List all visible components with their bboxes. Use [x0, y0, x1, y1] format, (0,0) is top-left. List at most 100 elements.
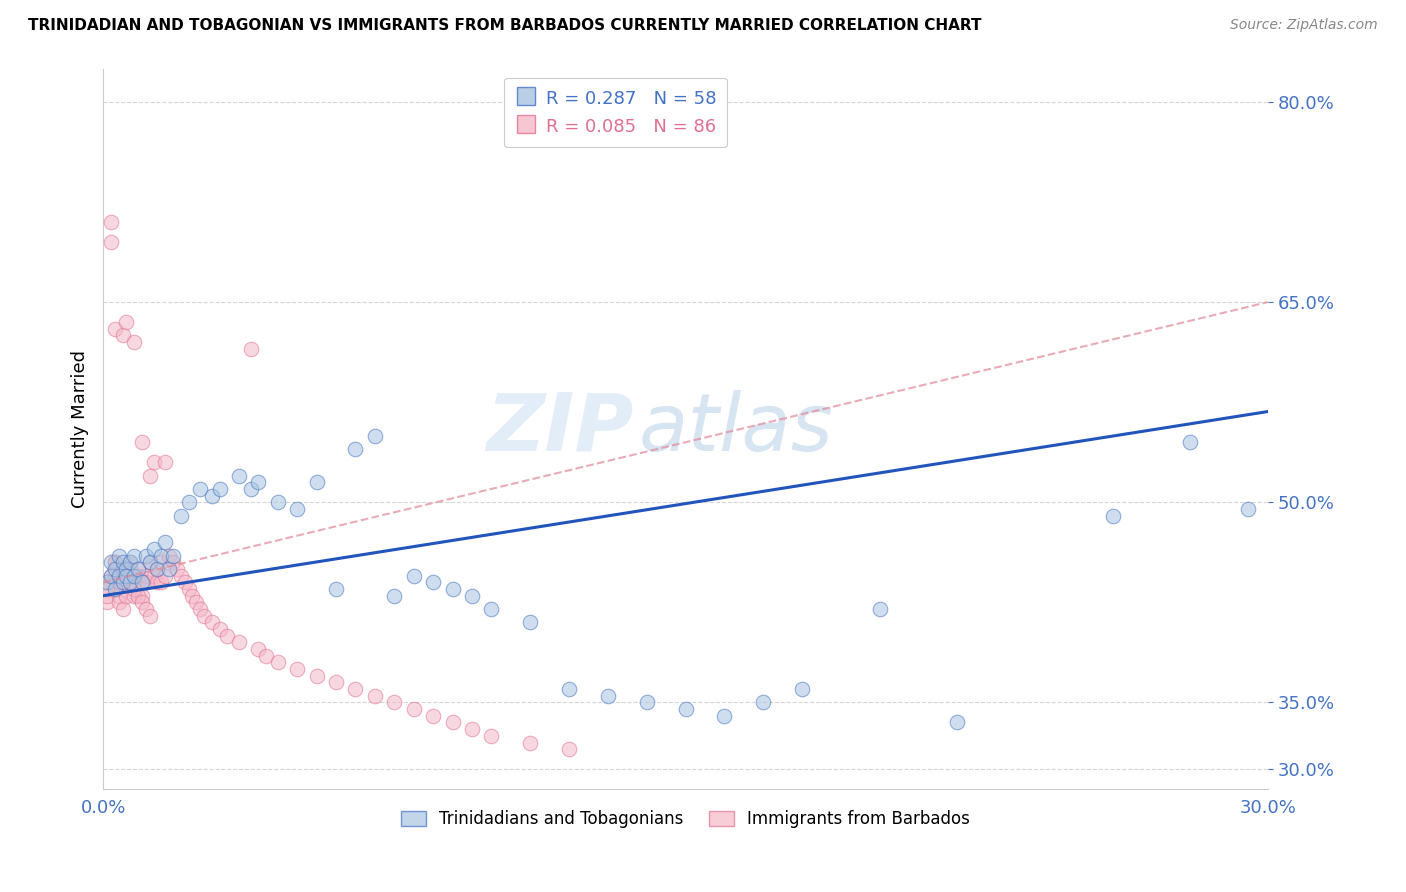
- Point: [96, 589, 118, 603]
- Point: [162, 549, 184, 563]
- Point: [138, 555, 160, 569]
- Point: [344, 682, 367, 697]
- Point: [142, 568, 165, 582]
- Point: [869, 602, 891, 616]
- Point: [596, 689, 619, 703]
- Point: [131, 575, 153, 590]
- Point: [120, 575, 142, 590]
- Point: [228, 635, 250, 649]
- Point: [1180, 435, 1202, 450]
- Point: [107, 589, 129, 603]
- Point: [946, 715, 969, 730]
- Y-axis label: Currently Married: Currently Married: [72, 350, 89, 508]
- Point: [441, 715, 464, 730]
- Point: [285, 502, 308, 516]
- Point: [177, 582, 200, 596]
- Point: [479, 729, 502, 743]
- Point: [382, 589, 405, 603]
- Point: [790, 682, 813, 697]
- Point: [461, 589, 484, 603]
- Point: [150, 555, 173, 569]
- Point: [107, 568, 129, 582]
- Point: [247, 475, 270, 490]
- Point: [120, 562, 142, 576]
- Point: [115, 568, 138, 582]
- Point: [239, 482, 262, 496]
- Point: [107, 549, 129, 563]
- Point: [181, 589, 204, 603]
- Point: [1101, 508, 1123, 523]
- Point: [107, 575, 129, 590]
- Point: [122, 549, 145, 563]
- Point: [713, 708, 735, 723]
- Point: [1237, 502, 1260, 516]
- Point: [155, 535, 177, 549]
- Point: [146, 562, 169, 576]
- Point: [122, 575, 145, 590]
- Point: [135, 549, 157, 563]
- Point: [146, 575, 169, 590]
- Point: [188, 482, 211, 496]
- Point: [155, 568, 177, 582]
- Point: [115, 568, 138, 582]
- Point: [96, 582, 118, 596]
- Point: [131, 435, 153, 450]
- Point: [162, 555, 184, 569]
- Point: [142, 455, 165, 469]
- Point: [96, 575, 118, 590]
- Point: [100, 568, 122, 582]
- Point: [201, 489, 224, 503]
- Point: [100, 575, 122, 590]
- Point: [267, 656, 290, 670]
- Point: [104, 562, 127, 576]
- Point: [111, 562, 134, 576]
- Point: [115, 589, 138, 603]
- Point: [104, 555, 127, 569]
- Point: [111, 575, 134, 590]
- Point: [146, 562, 169, 576]
- Point: [120, 575, 142, 590]
- Point: [325, 675, 347, 690]
- Point: [364, 428, 387, 442]
- Point: [122, 589, 145, 603]
- Point: [120, 555, 142, 569]
- Point: [382, 696, 405, 710]
- Point: [254, 648, 277, 663]
- Point: [422, 575, 444, 590]
- Point: [267, 495, 290, 509]
- Point: [519, 615, 541, 630]
- Point: [104, 568, 127, 582]
- Point: [150, 549, 173, 563]
- Point: [479, 602, 502, 616]
- Point: [173, 575, 195, 590]
- Point: [752, 696, 775, 710]
- Point: [120, 555, 142, 569]
- Point: [305, 475, 328, 490]
- Point: [675, 702, 697, 716]
- Point: [247, 642, 270, 657]
- Point: [157, 562, 180, 576]
- Point: [441, 582, 464, 596]
- Point: [138, 608, 160, 623]
- Point: [111, 555, 134, 569]
- Point: [122, 582, 145, 596]
- Point: [120, 568, 142, 582]
- Point: [239, 342, 262, 356]
- Point: [142, 541, 165, 556]
- Point: [519, 735, 541, 749]
- Point: [104, 582, 127, 596]
- Point: [115, 568, 138, 582]
- Point: [558, 682, 581, 697]
- Point: [150, 575, 173, 590]
- Point: [127, 589, 149, 603]
- Point: [285, 662, 308, 676]
- Point: [107, 575, 129, 590]
- Point: [344, 442, 367, 456]
- Point: [111, 328, 134, 343]
- Point: [201, 615, 224, 630]
- Point: [131, 589, 153, 603]
- Text: TRINIDADIAN AND TOBAGONIAN VS IMMIGRANTS FROM BARBADOS CURRENTLY MARRIED CORRELA: TRINIDADIAN AND TOBAGONIAN VS IMMIGRANTS…: [28, 18, 981, 33]
- Point: [228, 468, 250, 483]
- Point: [170, 568, 193, 582]
- Point: [111, 575, 134, 590]
